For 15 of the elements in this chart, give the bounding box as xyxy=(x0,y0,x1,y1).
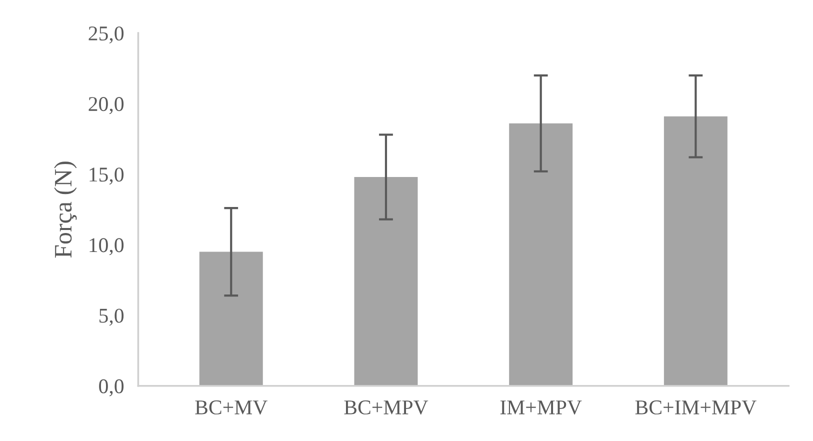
y-tick-label: 0,0 xyxy=(99,379,124,396)
y-tick-label: 20,0 xyxy=(88,97,124,114)
bar xyxy=(509,123,573,386)
x-tick-label: BC+MPV xyxy=(344,400,428,415)
bar xyxy=(199,252,263,386)
y-axis-title: Força (N) xyxy=(54,162,77,258)
x-tick-label: BC+MV xyxy=(195,400,268,415)
y-tick-label: 25,0 xyxy=(88,26,124,44)
x-tick-label: BC+IM+MPV xyxy=(635,400,756,415)
bar xyxy=(664,116,728,386)
y-tick-label: 5,0 xyxy=(99,308,124,326)
y-tick-label: 15,0 xyxy=(90,168,124,185)
x-tick-label: IM+MPV xyxy=(500,400,582,415)
bar xyxy=(354,177,418,386)
y-tick-label: 10,0 xyxy=(90,238,124,256)
